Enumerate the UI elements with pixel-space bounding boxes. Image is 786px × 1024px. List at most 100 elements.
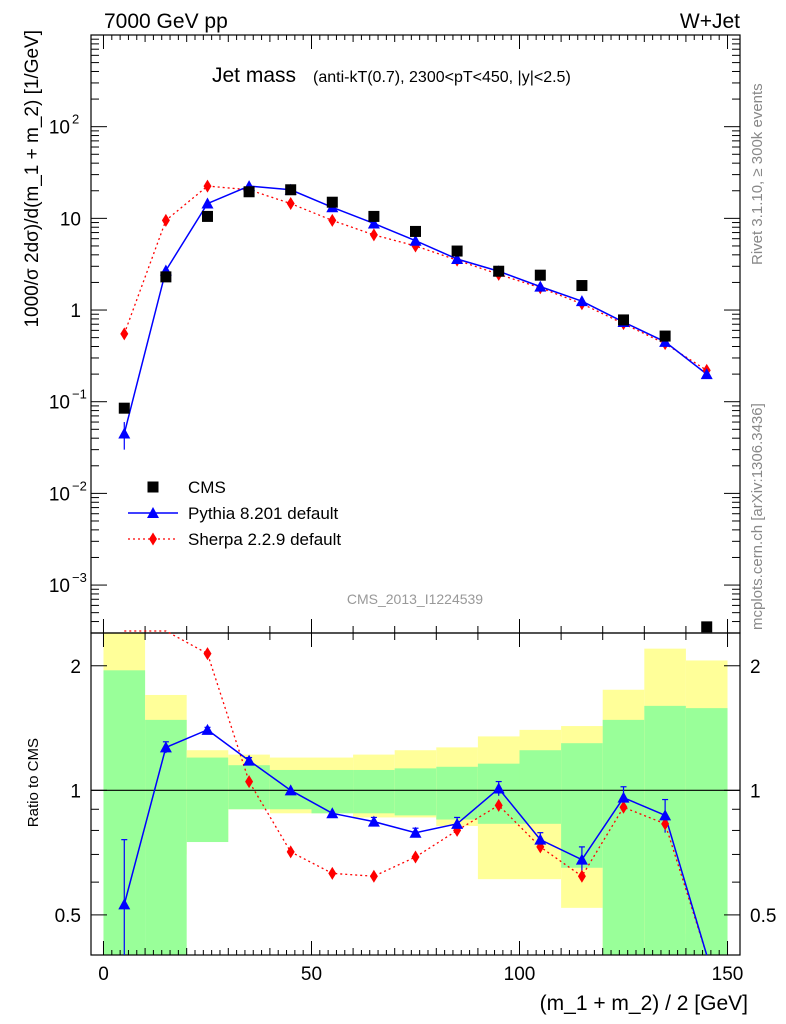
sherpa-ratio-line — [124, 630, 708, 956]
ratio-plot-frame — [90, 632, 741, 956]
ratio-band-inner — [602, 719, 645, 955]
pythia-ratio-point — [534, 833, 547, 845]
cms-point — [368, 210, 380, 222]
analysis-label: CMS_2013_I1224539 — [347, 591, 483, 607]
ratio-band-inner — [353, 769, 395, 814]
ratio-tick-label-right: 0.5 — [750, 906, 776, 927]
pythia-ratio-point — [575, 853, 588, 865]
cms-point — [534, 269, 546, 281]
ratio-tick-label: 1 — [70, 781, 81, 802]
pythia-ratio-point — [118, 898, 131, 910]
cms-point — [243, 186, 255, 198]
sherpa-point — [286, 197, 295, 211]
pythia-ratio-point — [451, 817, 464, 829]
legend-label: Sherpa 2.2.9 default — [188, 530, 341, 549]
pythia-ratio-point — [284, 784, 297, 796]
x-tick-label: 100 — [504, 964, 536, 985]
y-axis-label: 1000/σ 2dσ)/d(m_1 + m_2) [1/GeV] — [22, 30, 43, 328]
ratio-band-inner — [145, 719, 187, 955]
pythia-ratio-point — [159, 741, 172, 753]
sherpa-ratio-point — [411, 850, 420, 864]
y-tick-label-exp: −3 — [72, 570, 87, 585]
chart-title: Jet mass (anti-kT(0.7), 2300<pT<450, |y|… — [212, 64, 571, 87]
legend-marker — [147, 507, 159, 518]
cms-point — [576, 280, 588, 292]
pythia-point — [534, 280, 547, 292]
ratio-band-inner — [186, 757, 229, 843]
y-tick-label-exp: −2 — [72, 478, 87, 493]
pythia-point — [575, 295, 588, 307]
ratio-tick-label: 2 — [70, 657, 81, 678]
title-sub: (anti-kT(0.7), 2300<pT<450, |y|<2.5) — [313, 69, 571, 86]
cms-point — [160, 271, 172, 283]
pythia-ratio-point — [201, 723, 214, 735]
ratio-tick-label-right: 2 — [750, 657, 761, 678]
ratio-tick-label-right: 1 — [750, 781, 761, 802]
main-series — [118, 179, 713, 633]
legend-marker — [149, 532, 157, 546]
ratio-y-axis-label: Ratio to CMS — [25, 738, 42, 827]
pythia-ratio-point — [409, 826, 422, 838]
y-tick-label: 10 — [60, 209, 81, 230]
ratio-band-inner — [436, 766, 478, 820]
pythia-ratio-point — [492, 782, 505, 794]
y-tick-label: 10 — [49, 393, 70, 414]
sherpa-ratio-point — [577, 869, 586, 883]
cms-point — [493, 265, 505, 277]
y-tick-label-exp: −1 — [72, 387, 87, 402]
rivet-label: Rivet 3.1.10, ≥ 300k events — [749, 83, 766, 265]
y-tick-label: 10 — [49, 118, 70, 139]
title-main: Jet mass — [212, 64, 296, 87]
cms-point — [326, 196, 338, 208]
sherpa-point — [120, 327, 129, 341]
legend: CMS Pythia 8.201 default Sherpa 2.2.9 defa… — [128, 478, 341, 549]
x-axis-label: (m_1 + m_2) / 2 [GeV] — [540, 992, 748, 1015]
pythia-point — [451, 253, 464, 265]
x-tick-label: 50 — [301, 964, 322, 985]
sherpa-ratio-point — [203, 647, 212, 661]
header-left: 7000 GeV pp — [104, 10, 228, 33]
y-tick-label-exp: 2 — [72, 112, 79, 127]
pythia-ratio-point — [367, 815, 380, 827]
cms-point — [410, 225, 421, 237]
sherpa-point — [328, 213, 337, 227]
ratio-tick-label: 0.5 — [55, 906, 81, 927]
pythia-point — [409, 234, 422, 246]
pythia-ratio-point — [617, 791, 630, 803]
sherpa-point — [203, 179, 212, 193]
ratio-band-inner — [311, 769, 354, 814]
pythia-point — [700, 368, 713, 380]
pythia-ratio-point — [243, 754, 256, 766]
cms-point — [618, 314, 630, 326]
sherpa-ratio-point — [369, 869, 378, 883]
cms-point — [701, 621, 713, 633]
y-tick-label: 10 — [49, 576, 70, 597]
y-tick-label: 1 — [70, 301, 81, 322]
ratio-band-inner — [519, 750, 562, 824]
cms-point — [201, 210, 213, 222]
sherpa-point — [369, 228, 378, 242]
y-tick-label: 10 — [49, 484, 70, 505]
ratio-series — [118, 630, 708, 956]
header-right: W+Jet — [680, 10, 740, 33]
ratio-band-inner — [685, 708, 728, 955]
pythia-point — [367, 217, 380, 229]
x-tick-label: 150 — [712, 964, 744, 985]
sherpa-ratio-point — [619, 800, 628, 814]
sherpa-ratio-point — [245, 775, 254, 789]
cms-point — [285, 184, 297, 196]
pythia-point — [201, 197, 214, 209]
legend-label: Pythia 8.201 default — [188, 504, 339, 523]
pythia-ratio-point — [326, 807, 339, 819]
sherpa-ratio-point — [328, 866, 337, 880]
pythia-ratio-point — [659, 809, 672, 821]
sherpa-ratio-point — [286, 845, 295, 859]
ratio-band-inner — [394, 768, 437, 816]
legend-label: CMS — [188, 478, 226, 497]
cms-point — [659, 330, 671, 342]
sherpa-ratio-point — [661, 817, 670, 831]
cms-point — [118, 402, 130, 414]
sherpa-ratio-point — [494, 798, 503, 812]
